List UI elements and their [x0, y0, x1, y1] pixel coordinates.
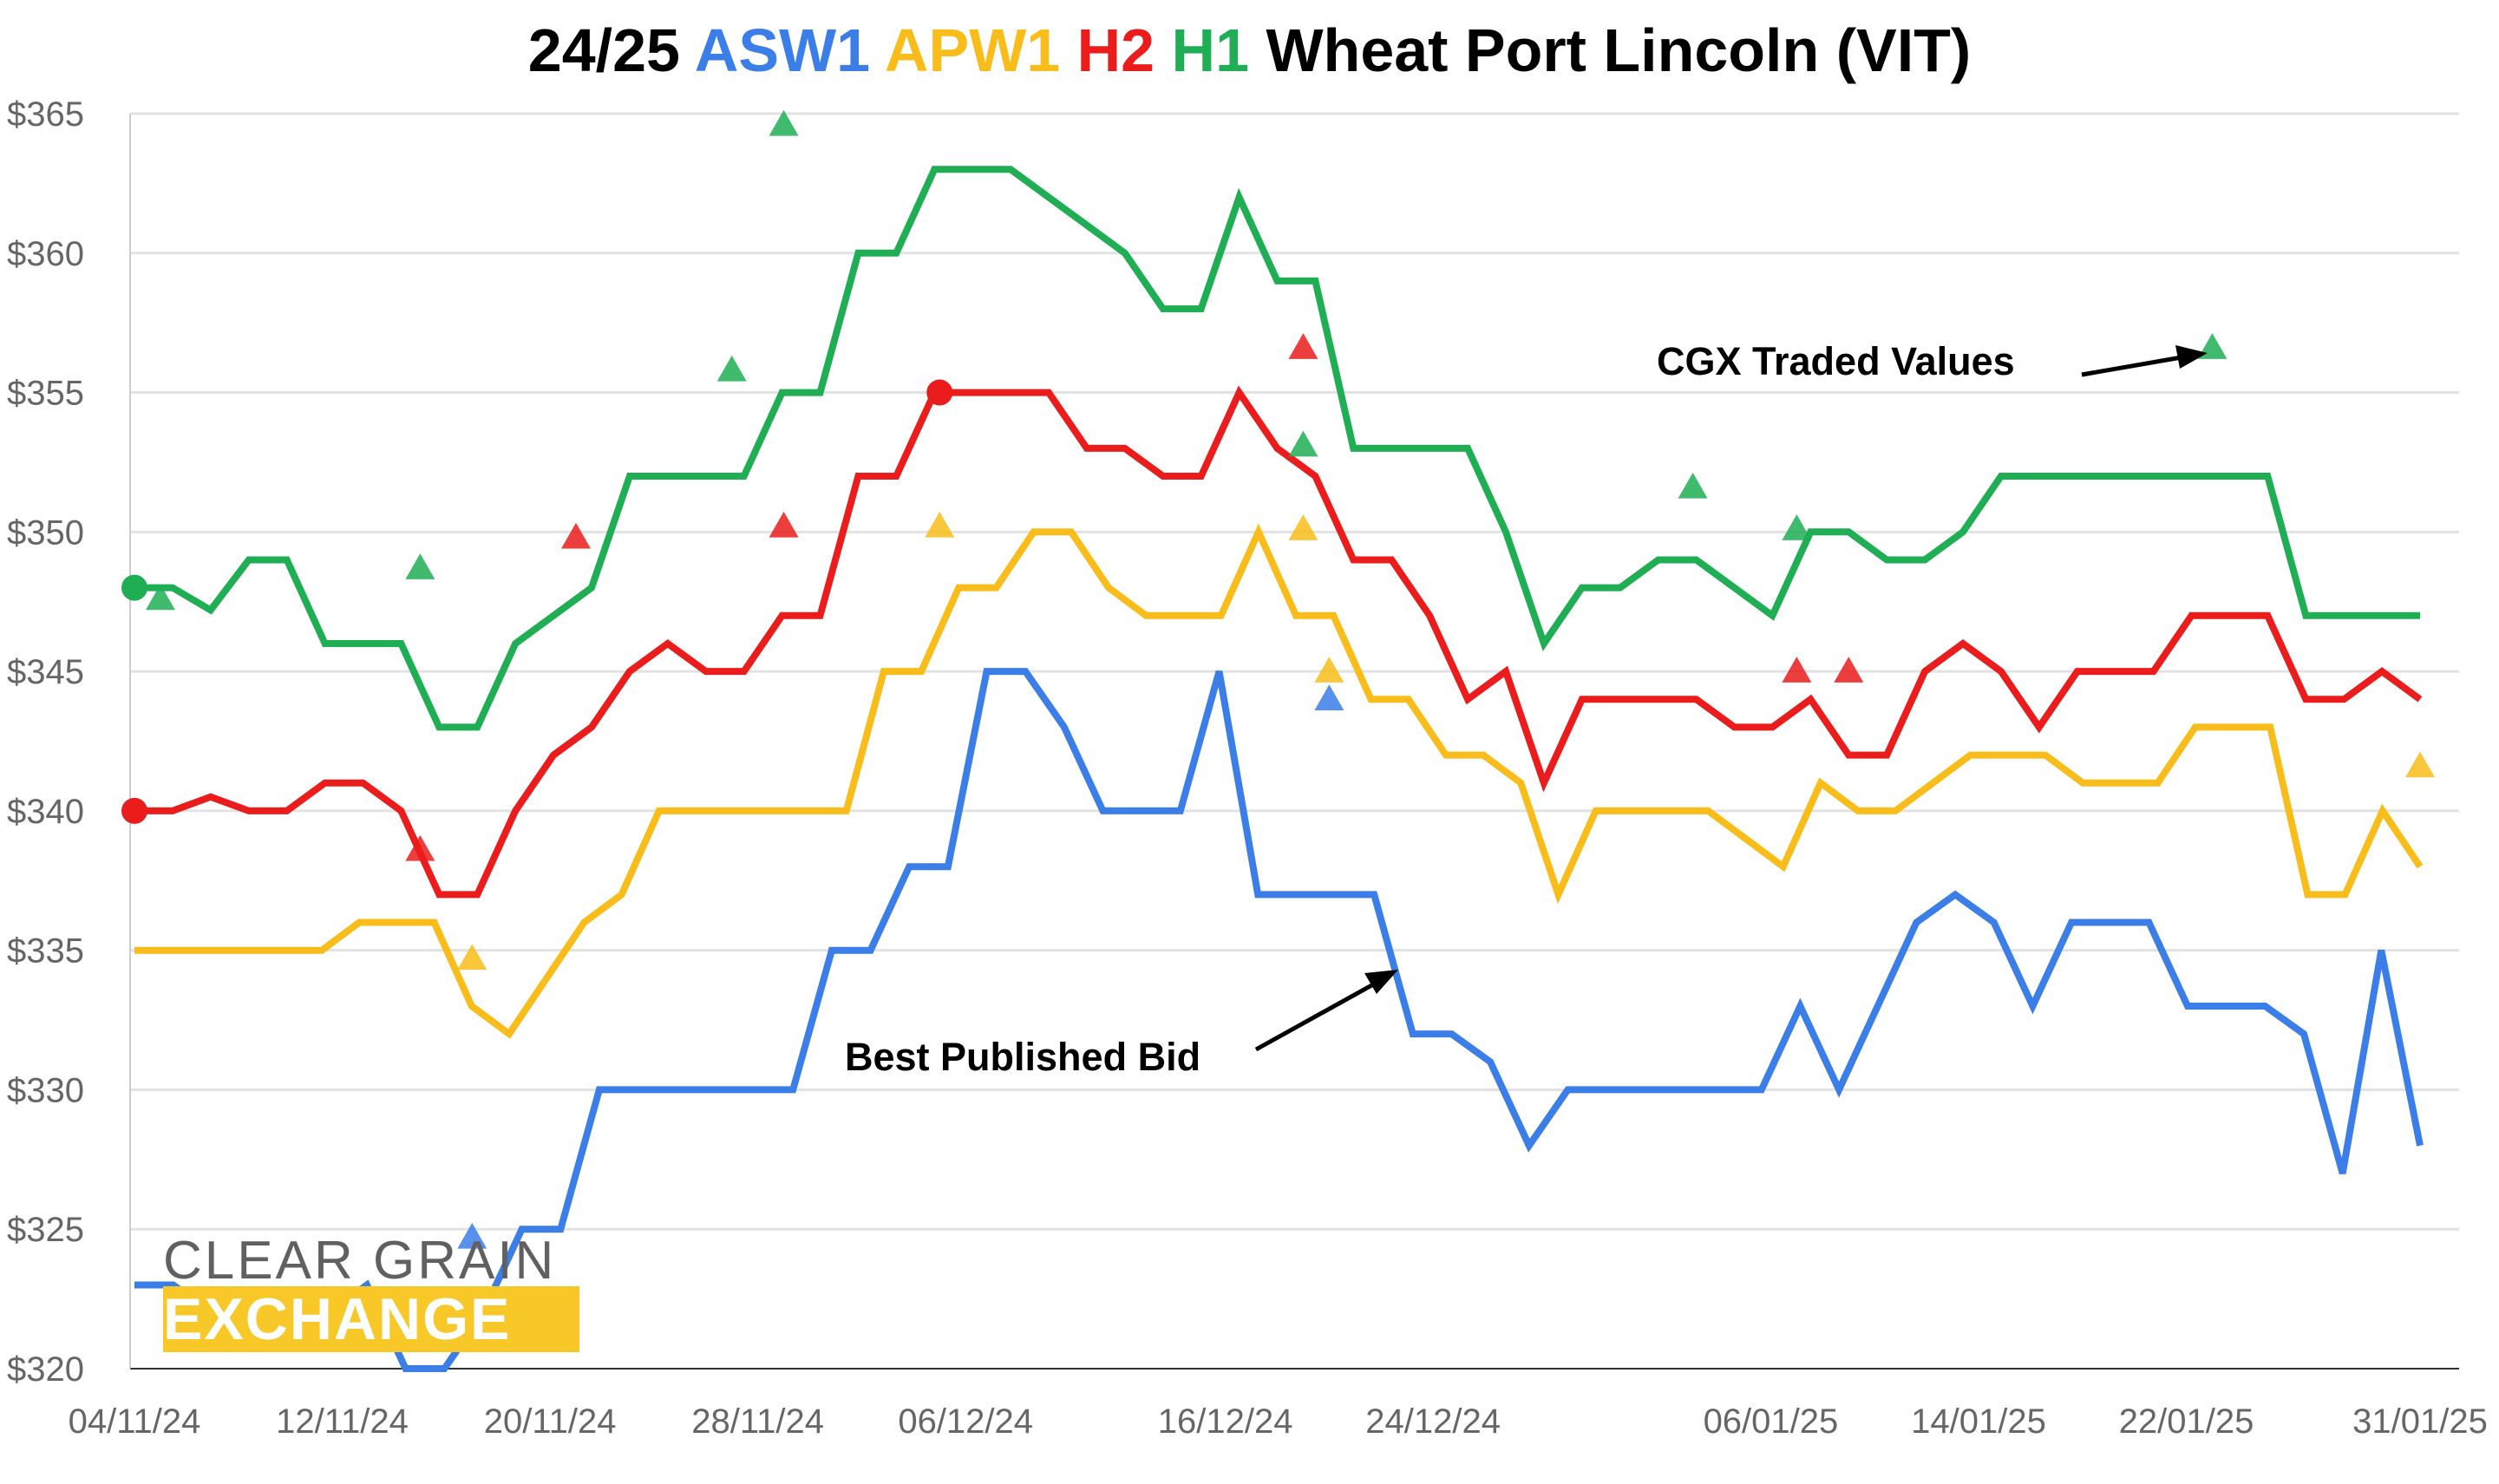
- traded-value-marker: [1782, 657, 1812, 683]
- y-tick-label: $350: [7, 513, 84, 552]
- logo-bottom-text: EXCHANGE: [163, 1286, 579, 1352]
- x-tick-label: 16/12/24: [1158, 1402, 1293, 1441]
- traded-markers: [145, 109, 2435, 1249]
- annotations: CGX Traded Values Best Published Bid: [845, 339, 2208, 1079]
- title-part-asw1: ASW1: [694, 16, 871, 84]
- highlight-point: [121, 574, 147, 601]
- x-tick-label: 12/11/24: [276, 1402, 409, 1441]
- gridlines: [129, 112, 2459, 1370]
- highlight-point: [121, 797, 147, 824]
- title-part-h2: H2: [1076, 16, 1155, 84]
- x-tick-label: 20/11/24: [484, 1402, 617, 1441]
- title-part-apw1: APW1: [884, 16, 1061, 84]
- traded-value-marker: [1782, 514, 1812, 540]
- y-tick-label: $355: [7, 375, 84, 413]
- title-part-h1: H1: [1171, 16, 1250, 84]
- traded-value-marker: [1288, 514, 1318, 540]
- title-part-rest: Wheat Port Lincoln (VIT): [1266, 16, 1972, 84]
- traded-value-marker: [925, 511, 955, 538]
- x-tick-label: 06/01/25: [1704, 1402, 1839, 1441]
- y-tick-label: $320: [7, 1350, 84, 1389]
- traded-value-marker: [457, 944, 487, 971]
- traded-value-marker: [405, 553, 435, 579]
- x-tick-label: 14/01/25: [1911, 1402, 2046, 1441]
- traded-value-marker: [405, 834, 435, 861]
- x-tick-label: 31/01/25: [2352, 1402, 2488, 1441]
- traded-value-marker: [1834, 657, 1864, 683]
- chart-title: 24/25 ASW1 APW1 H2 H1 Wheat Port Lincoln…: [0, 16, 2499, 85]
- y-tick-label: $325: [7, 1211, 84, 1249]
- x-axis: 04/11/24 12/11/24 20/11/24 28/11/24 06/12/24…: [69, 1402, 2488, 1441]
- traded-value-marker: [1678, 472, 1708, 499]
- series-line-apw1: [134, 523, 2424, 1039]
- cgx-traded-values-label: CGX Traded Values: [1657, 339, 2015, 383]
- y-tick-label: $330: [7, 1071, 84, 1109]
- y-tick-label: $360: [7, 235, 84, 273]
- cgx-arrow-head-icon: [2175, 345, 2208, 369]
- highlight-markers: [121, 379, 953, 824]
- traded-value-marker: [1288, 430, 1318, 457]
- bid-arrow-line: [1254, 981, 1377, 1052]
- x-tick-label: 24/12/24: [1365, 1402, 1501, 1441]
- y-tick-label: $335: [7, 932, 84, 971]
- traded-value-marker: [1288, 333, 1318, 359]
- highlight-point: [926, 379, 953, 406]
- x-tick-label: 04/11/24: [69, 1402, 201, 1441]
- logo-top-text: CLEAR GRAIN: [163, 1231, 557, 1291]
- title-part-1: 24/25: [527, 16, 680, 84]
- y-axis: $320 $325 $330 $335 $340 $345 $350 $355 $360 $365: [7, 95, 84, 1389]
- series-lines: [134, 166, 2424, 1372]
- x-tick-label: 22/01/25: [2119, 1402, 2254, 1441]
- traded-value-marker: [769, 511, 799, 538]
- cgx-arrow-line: [2081, 355, 2182, 377]
- series-line-h1: [134, 166, 2420, 731]
- series-line-asw1: [134, 668, 2424, 1372]
- y-tick-label: $365: [7, 95, 84, 134]
- traded-value-marker: [716, 355, 747, 382]
- series-line-h2: [134, 385, 2423, 899]
- x-tick-label: 28/11/24: [691, 1402, 824, 1441]
- traded-value-marker: [769, 109, 799, 136]
- y-tick-label: $340: [7, 793, 84, 831]
- x-tick-label: 06/12/24: [898, 1402, 1033, 1441]
- best-published-bid-label: Best Published Bid: [845, 1035, 1200, 1079]
- traded-value-marker: [2405, 751, 2435, 778]
- traded-value-marker: [145, 584, 175, 611]
- traded-value-marker: [457, 1222, 487, 1249]
- traded-value-marker: [1314, 657, 1344, 683]
- y-tick-label: $345: [7, 653, 84, 691]
- bid-arrow-head-icon: [1364, 970, 1398, 994]
- traded-value-marker: [1314, 684, 1344, 711]
- traded-value-marker: [561, 522, 592, 549]
